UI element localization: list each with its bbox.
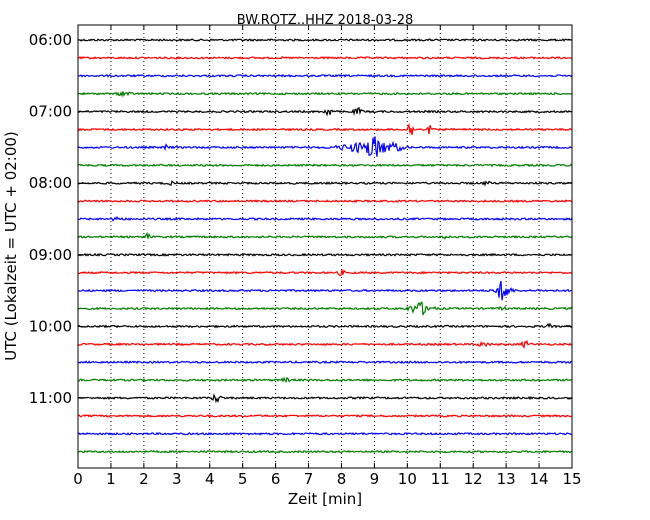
- x-tick-label: 1: [106, 470, 116, 488]
- y-tick-label: 09:00: [29, 246, 72, 264]
- x-tick-label: 8: [337, 470, 347, 488]
- y-axis-label: UTC (Lokalzeit = UTC + 02:00): [2, 131, 20, 361]
- trace-0830: [77, 215, 573, 222]
- trace-0615: [77, 55, 573, 60]
- trace-0700: [77, 107, 573, 117]
- x-tick-label: 15: [562, 470, 581, 488]
- x-tick-label: 6: [271, 470, 281, 488]
- x-tick-label: 9: [370, 470, 380, 488]
- trace-0730: [77, 136, 573, 157]
- trace-0645: [77, 91, 573, 98]
- trace-0630: [77, 73, 573, 78]
- x-tick-label: 4: [205, 470, 215, 488]
- y-tick-label: 11:00: [29, 389, 72, 407]
- trace-1030: [77, 360, 573, 365]
- trace-1015: [77, 339, 573, 349]
- trace-0845: [77, 232, 573, 240]
- x-tick-label: 0: [73, 470, 83, 488]
- trace-0915: [77, 269, 573, 277]
- y-tick-label: 07:00: [29, 103, 72, 121]
- trace-0945: [77, 301, 573, 316]
- trace-0745: [77, 163, 573, 168]
- trace-0715: [77, 122, 573, 135]
- trace-0900: [77, 252, 573, 257]
- x-tick-label: 2: [139, 470, 149, 488]
- x-tick-label: 11: [431, 470, 450, 488]
- vertical-grid: [110, 25, 540, 468]
- trace-0815: [77, 199, 573, 204]
- trace-1100: [77, 393, 573, 404]
- x-tick-label: 5: [238, 470, 248, 488]
- y-tick-label: 06:00: [29, 31, 72, 49]
- y-axis-ticks: 06:00 07:00 08:00 09:00 10:00 11:00: [29, 31, 572, 407]
- trace-0600: [77, 38, 573, 42]
- trace-1145: [77, 449, 573, 454]
- trace-group: [77, 38, 573, 454]
- x-tick-label: 7: [304, 470, 314, 488]
- trace-1130: [77, 431, 573, 436]
- trace-0930: [77, 280, 573, 301]
- trace-1115: [77, 413, 573, 418]
- x-tick-label: 10: [398, 470, 417, 488]
- plot-frame: [77, 24, 573, 469]
- trace-1000: [77, 322, 573, 329]
- y-tick-label: 10:00: [29, 317, 72, 335]
- x-tick-label: 14: [530, 470, 549, 488]
- y-tick-label: 08:00: [29, 174, 72, 192]
- x-tick-label: 12: [464, 470, 483, 488]
- x-tick-label: 3: [172, 470, 182, 488]
- x-axis-ticks: 0 1 2 3 4 5 6 7 8 9 10 11 12 13 14 15: [73, 25, 582, 488]
- chart-title: BW.ROTZ..HHZ 2018-03-28: [237, 13, 413, 28]
- x-axis-label: Zeit [min]: [288, 490, 362, 508]
- trace-1045: [77, 376, 573, 384]
- x-tick-label: 13: [497, 470, 516, 488]
- trace-0800: [77, 180, 573, 187]
